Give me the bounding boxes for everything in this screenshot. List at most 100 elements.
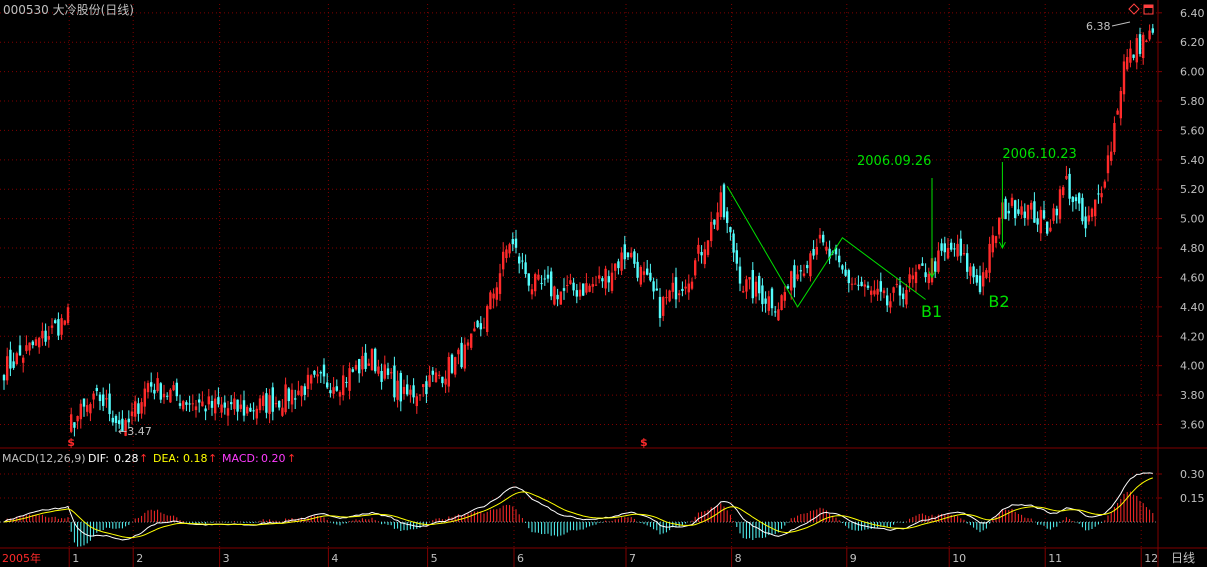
- candle-body: [223, 402, 226, 408]
- month-label: 12: [1144, 552, 1158, 565]
- candle-body: [191, 403, 194, 405]
- candle-body: [185, 402, 188, 405]
- candle-body: [434, 372, 438, 383]
- candle-body: [428, 375, 431, 387]
- candle-body: [537, 274, 540, 280]
- price-tick-label: 4.00: [1180, 360, 1205, 373]
- candle-body: [994, 236, 998, 244]
- candle-body: [60, 318, 63, 335]
- candle-body: [937, 250, 940, 272]
- candle-body: [678, 293, 681, 296]
- candle-body: [18, 345, 22, 356]
- month-label: 2005年: [2, 551, 41, 565]
- candle-body: [601, 278, 604, 282]
- price-tick-label: 6.40: [1180, 7, 1205, 20]
- candle-body: [313, 370, 316, 375]
- candle-body: [566, 285, 569, 287]
- candle-body: [738, 266, 742, 284]
- zigzag-line: [726, 186, 926, 308]
- candle-body: [646, 268, 649, 275]
- candle-body: [82, 398, 86, 407]
- candle-body: [502, 251, 505, 270]
- candle-body: [780, 295, 783, 311]
- candle-body: [825, 246, 828, 251]
- annotation-arrowhead-1: [928, 271, 936, 279]
- price-tick-label: 3.80: [1180, 389, 1205, 402]
- macd-label: MACD:: [222, 452, 259, 465]
- dif-value: 0.28: [114, 452, 139, 465]
- candle-body: [265, 393, 268, 413]
- price-tick-label: 4.60: [1180, 271, 1205, 284]
- candle-body: [658, 296, 662, 319]
- candlesticks[interactable]: [2, 23, 1154, 437]
- candle-body: [793, 265, 796, 288]
- candle-body: [1049, 227, 1052, 232]
- header-icons[interactable]: [1128, 3, 1154, 15]
- macd-name: MACD(12,26,9): [2, 452, 86, 465]
- candle-body: [921, 263, 924, 266]
- candle-body: [1071, 196, 1074, 203]
- macd-header: MACD(12,26,9) DIF: 0.28 ↑ DEA: 0.18 ↑ MA…: [2, 452, 296, 465]
- candle-body: [508, 244, 511, 254]
- candle-body: [962, 253, 966, 255]
- candle-body: [969, 266, 972, 276]
- price-tick-label: 4.80: [1180, 242, 1205, 255]
- candle-body: [652, 281, 655, 292]
- candle-body: [655, 288, 658, 291]
- dif-line: [3, 472, 1153, 541]
- candle-body: [550, 271, 553, 297]
- high-marker-arrow: [1111, 21, 1131, 27]
- month-label: 1: [72, 552, 79, 565]
- candle-body: [124, 420, 127, 436]
- macd-arrow: ↑: [287, 452, 296, 465]
- candle-body: [674, 277, 678, 300]
- annotation-date-2: 2006.10.23: [1002, 147, 1076, 162]
- candle-body: [447, 356, 450, 387]
- candle-body: [1126, 57, 1129, 70]
- candle-body: [617, 261, 620, 269]
- candle-body: [889, 301, 892, 308]
- candle-body: [252, 410, 255, 412]
- candle-body: [863, 284, 866, 287]
- annotations: 2006.09.26 2006.10.23 B1 B2 6.38 ←3.47 $ $: [67, 20, 1131, 449]
- candle-body: [86, 405, 89, 412]
- diamond-icon[interactable]: [1128, 3, 1140, 15]
- candle-body: [226, 408, 230, 416]
- candle-body: [1151, 28, 1154, 33]
- candle-body: [425, 381, 428, 395]
- candle-body: [802, 273, 806, 276]
- candle-body: [476, 320, 479, 328]
- candle-body: [486, 306, 489, 333]
- candle-body: [620, 252, 623, 271]
- candle-body: [306, 374, 310, 390]
- candle-body: [1014, 200, 1017, 219]
- candle-body: [706, 240, 710, 255]
- candle-body: [556, 294, 559, 300]
- candle-body: [134, 401, 137, 417]
- candle-body: [786, 286, 790, 289]
- candle-body: [1106, 155, 1110, 174]
- candle-body: [1026, 204, 1030, 220]
- candle-body: [534, 274, 537, 292]
- candle-body: [153, 389, 156, 394]
- candle-body: [857, 284, 860, 286]
- candle-body: [764, 298, 767, 304]
- candle-body: [575, 290, 578, 297]
- candle-body: [44, 330, 47, 342]
- candle-body: [886, 295, 889, 306]
- candle-body: [940, 243, 943, 251]
- candle-body: [329, 390, 332, 394]
- candle-body: [255, 408, 258, 419]
- candle-body: [578, 289, 582, 297]
- macd-axis: 0.15 0.30: [1158, 468, 1205, 505]
- candle-body: [1116, 110, 1119, 115]
- candle-body: [1030, 202, 1033, 210]
- candle-body: [527, 273, 530, 286]
- candle-body: [767, 296, 770, 311]
- candle-body: [703, 249, 706, 265]
- candle-body: [1074, 197, 1078, 202]
- macd-histogram: [6, 491, 1154, 547]
- macd-lines: [3, 472, 1153, 541]
- candle-body: [15, 353, 18, 365]
